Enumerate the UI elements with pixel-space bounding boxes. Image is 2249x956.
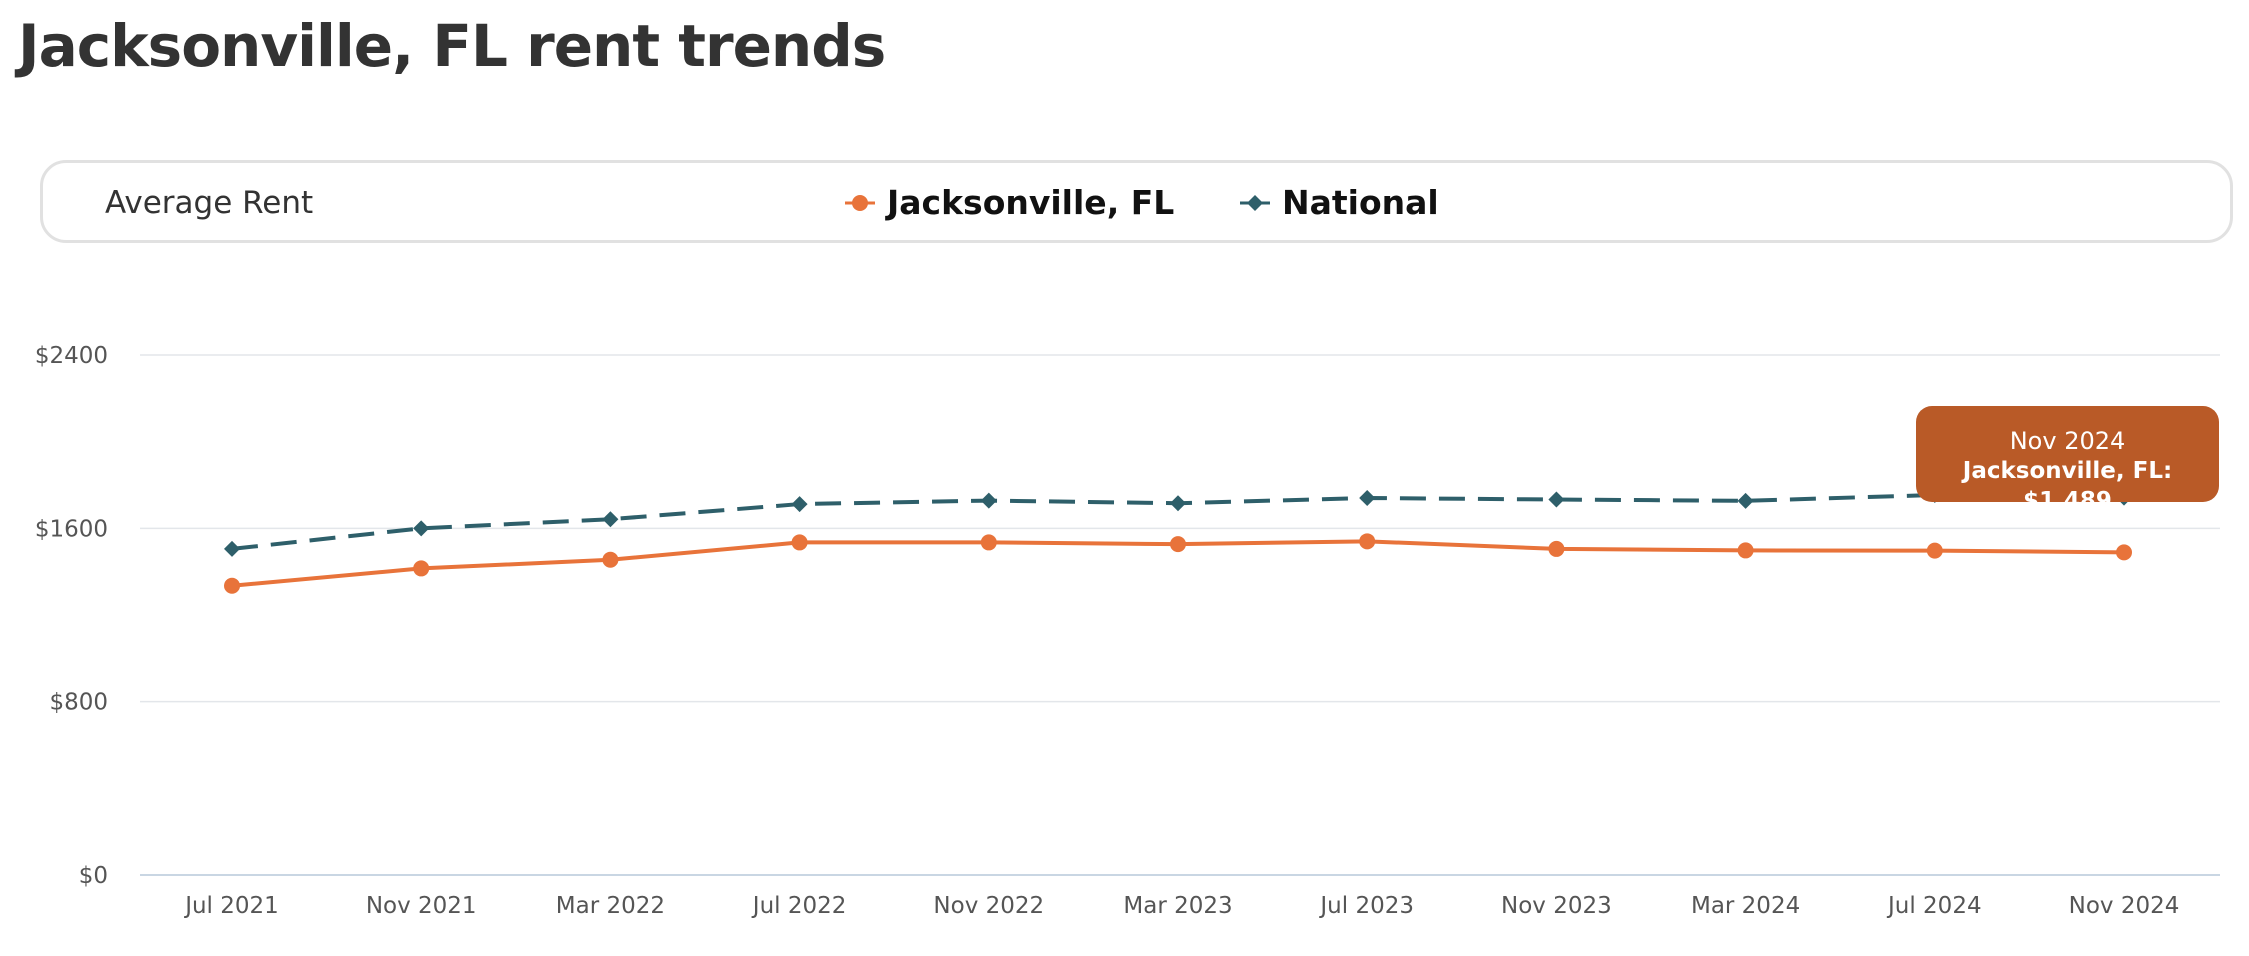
x-tick-label: Mar 2023 <box>1123 893 1232 919</box>
jacksonville-point <box>413 560 430 577</box>
national-point <box>1359 490 1376 506</box>
metric-label: Average Rent <box>105 185 314 221</box>
x-tick-label: Jul 2021 <box>183 893 279 919</box>
national-point <box>224 540 240 557</box>
national-point <box>1548 491 1565 508</box>
tooltip-value: Jacksonville, FL: $1,489 <box>1962 458 2173 514</box>
x-tick-label: Mar 2022 <box>556 893 665 919</box>
national-point <box>791 496 808 513</box>
jacksonville-point <box>1359 533 1376 550</box>
y-tick-label: $1600 <box>35 516 108 542</box>
jacksonville-point <box>1548 540 1565 557</box>
y-tick-label: $2400 <box>35 343 108 369</box>
y-tick-label: $800 <box>49 690 108 716</box>
jacksonville-point <box>980 534 997 551</box>
legend-item-jacksonville[interactable]: Jacksonville, FL <box>843 183 1174 222</box>
legend-label-national: National <box>1282 183 1439 222</box>
data-tooltip: Nov 2024 Jacksonville, FL: $1,489 <box>1916 406 2219 514</box>
x-tick-label: Jul 2024 <box>1886 893 1982 919</box>
x-tick-label: Nov 2021 <box>366 893 477 919</box>
jacksonville-point <box>1170 536 1186 553</box>
y-tick-label: $0 <box>79 863 108 889</box>
jacksonville-point <box>1737 542 1754 559</box>
legend-item-national[interactable]: National <box>1238 183 1439 222</box>
jacksonville-point <box>2116 544 2132 561</box>
x-tick-label: Jul 2022 <box>751 893 847 919</box>
jacksonville-point <box>1926 542 1943 559</box>
legend-circle-marker-icon <box>845 194 875 211</box>
jacksonville-point <box>602 551 619 568</box>
national-point <box>413 520 430 537</box>
tooltip-date: Nov 2024 <box>2009 427 2126 455</box>
x-tick-label: Nov 2023 <box>1501 893 1612 919</box>
page-title: Jacksonville, FL rent trends <box>18 12 886 80</box>
national-point <box>1170 495 1186 512</box>
x-tick-label: Nov 2022 <box>933 893 1044 919</box>
jacksonville-point <box>791 534 808 551</box>
chart-legend-bar: Average Rent Jacksonville, FL National <box>40 160 2233 243</box>
x-tick-label: Jul 2023 <box>1318 893 1414 919</box>
legend-label-jacksonville: Jacksonville, FL <box>887 183 1175 222</box>
legend-diamond-marker-icon <box>1240 194 1270 211</box>
national-point <box>980 492 997 509</box>
x-tick-label: Mar 2024 <box>1691 893 1800 919</box>
national-point <box>602 511 619 528</box>
x-tick-label: Nov 2024 <box>2069 893 2180 919</box>
jacksonville-point <box>224 577 240 594</box>
national-point <box>1737 492 1754 509</box>
